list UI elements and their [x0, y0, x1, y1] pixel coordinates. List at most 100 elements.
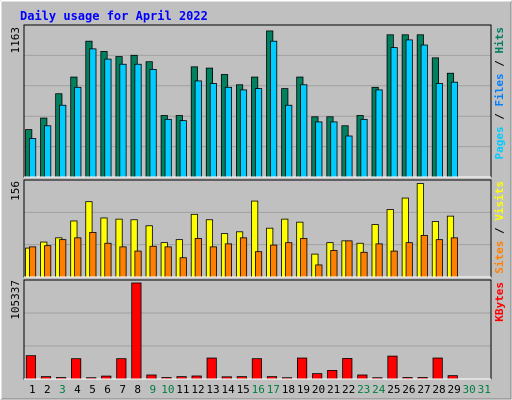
bar-kbytes-29	[447, 375, 458, 380]
bar-sites-23	[360, 251, 368, 278]
bar-sites-1	[29, 246, 37, 278]
bar-sites-8	[134, 250, 142, 278]
x-tick-label-21: 21	[327, 383, 340, 396]
x-tick-label-4: 4	[74, 383, 81, 396]
bar-files-14	[224, 86, 232, 178]
x-tick-label-15: 15	[237, 383, 250, 396]
x-tick-label-17: 17	[267, 383, 280, 396]
bar-files-10	[164, 118, 172, 178]
bar-kbytes-8	[131, 282, 142, 380]
x-tick-label-26: 26	[402, 383, 415, 396]
bar-files-5	[89, 48, 97, 178]
panel-3-legend: KBytes	[493, 282, 506, 322]
x-tick-label-14: 14	[221, 383, 235, 396]
legend-kbytes: KBytes	[493, 282, 506, 322]
bar-sites-9	[149, 245, 157, 278]
x-tick-label-3: 3	[59, 383, 66, 396]
bar-sites-21	[330, 250, 338, 278]
bar-kbytes-22	[342, 358, 353, 380]
bar-files-28	[435, 83, 443, 178]
x-tick-label-7: 7	[119, 383, 126, 396]
bar-files-17	[270, 40, 278, 178]
bar-kbytes-9	[146, 374, 157, 380]
legend-files: Files	[493, 73, 506, 106]
bar-kbytes-7	[116, 358, 127, 380]
bar-sites-17	[270, 244, 278, 278]
bar-sites-16	[254, 251, 263, 278]
bar-sites-4	[74, 237, 82, 278]
bar-kbytes-13	[206, 357, 217, 380]
x-tick-label-23: 23	[357, 383, 370, 396]
legend-pages: Pages	[493, 126, 506, 159]
panel-2-legend: Sites / Visits	[493, 181, 506, 274]
panel-1-legend-text: Pages / Files / Hits	[493, 27, 506, 160]
bar-sites-28	[435, 239, 443, 278]
x-tick-label-31: 31	[478, 383, 491, 396]
bar-files-11	[179, 120, 187, 178]
x-tick-label-29: 29	[447, 383, 460, 396]
bar-sites-15	[239, 237, 248, 278]
legend-sep-1: /	[493, 107, 506, 127]
bar-files-22	[345, 135, 353, 178]
bar-files-26	[405, 39, 413, 178]
bar-files-27	[420, 44, 428, 178]
x-axis-labels: 1 2 3 4 5 6 7 8 9 10 11 12 13 14 15 16 17 18 19 20 21 22 23 24 2…	[29, 383, 491, 396]
bar-files-7	[119, 63, 127, 178]
bar-kbytes-4	[71, 358, 82, 380]
x-tick-label-22: 22	[342, 383, 355, 396]
panel-3-ymax-label: 105337	[9, 280, 22, 320]
bar-files-3	[59, 104, 67, 178]
panel-2-legend-text: Sites / Visits	[493, 181, 506, 274]
panels-border	[23, 24, 492, 380]
x-tick-label-30: 30	[463, 383, 476, 396]
x-tick-label-13: 13	[206, 383, 219, 396]
bar-files-13	[209, 83, 217, 178]
bar-kbytes-23	[357, 374, 368, 380]
bar-sites-10	[164, 246, 172, 278]
bar-sites-12	[194, 238, 202, 278]
x-tick-label-5: 5	[89, 383, 96, 396]
bar-sites-7	[119, 246, 127, 278]
bar-sites-3	[59, 239, 67, 278]
bar-files-20	[315, 121, 323, 178]
bar-sites-24	[375, 243, 383, 278]
bar-files-4	[74, 86, 82, 178]
x-tick-label-16: 16	[252, 383, 265, 396]
x-tick-label-1: 1	[29, 383, 36, 396]
bar-files-2	[44, 125, 52, 178]
bar-files-25	[390, 47, 398, 178]
legend-sites: Sites	[493, 241, 506, 274]
panel-3-legend-text: KBytes	[493, 282, 506, 322]
bar-kbytes-20	[312, 373, 323, 380]
x-tick-label-25: 25	[387, 383, 400, 396]
bar-sites-6	[104, 242, 112, 278]
bar-sites-2	[44, 245, 52, 278]
panel-2-ymax-label: 156	[9, 181, 22, 201]
bar-files-16	[254, 88, 263, 178]
x-tick-label-18: 18	[282, 383, 295, 396]
bar-files-18	[285, 104, 293, 178]
legend-visits: Visits	[493, 181, 506, 221]
bar-files-19	[300, 84, 308, 178]
bar-sites-29	[450, 237, 458, 278]
bar-files-6	[104, 58, 112, 178]
bar-kbytes-16	[251, 358, 262, 380]
bar-sites-5	[89, 232, 97, 278]
bar-sites-26	[405, 242, 413, 278]
legend-sep-3: /	[493, 221, 506, 241]
bar-files-1	[29, 138, 37, 178]
x-tick-label-6: 6	[104, 383, 111, 396]
bar-kbytes-1	[25, 355, 37, 380]
panel-1-ymax-label: 1163	[9, 27, 22, 54]
x-tick-label-11: 11	[176, 383, 189, 396]
bars-layer	[25, 30, 458, 380]
x-tick-label-2: 2	[44, 383, 51, 396]
bar-files-8	[134, 63, 142, 178]
bar-files-12	[194, 80, 202, 178]
bar-files-29	[450, 81, 458, 178]
legend-hits: Hits	[493, 27, 506, 54]
bar-sites-19	[300, 238, 308, 278]
bar-sites-27	[420, 235, 428, 278]
bar-sites-18	[285, 242, 293, 278]
